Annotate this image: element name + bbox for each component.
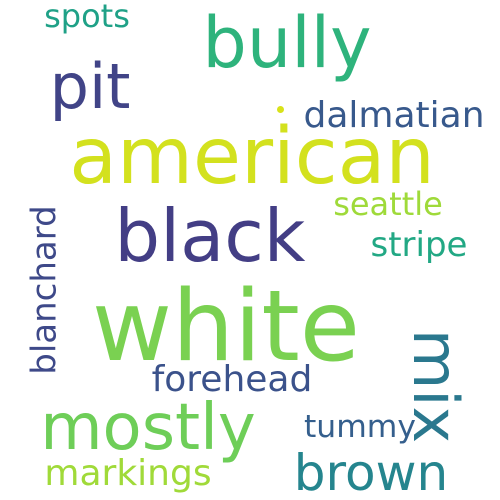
- word-tummy: tummy: [304, 409, 416, 446]
- word-mostly: mostly: [40, 391, 256, 465]
- word-white: white: [91, 270, 361, 384]
- word-markings: markings: [44, 453, 212, 494]
- word-bully: bully: [202, 2, 372, 84]
- word-american: american: [69, 112, 435, 202]
- word-spots: spots: [44, 0, 130, 35]
- word-forehead: forehead: [151, 359, 313, 400]
- accent-dot: [277, 106, 284, 113]
- word-seattle: seattle: [333, 185, 443, 223]
- word-blanchard: blanchard: [25, 205, 66, 375]
- word-stripe: stripe: [370, 225, 468, 265]
- word-pit: pit: [49, 50, 131, 123]
- word-dalmatian: dalmatian: [303, 95, 485, 136]
- word-brown: brown: [293, 444, 449, 500]
- word-black: black: [114, 194, 306, 278]
